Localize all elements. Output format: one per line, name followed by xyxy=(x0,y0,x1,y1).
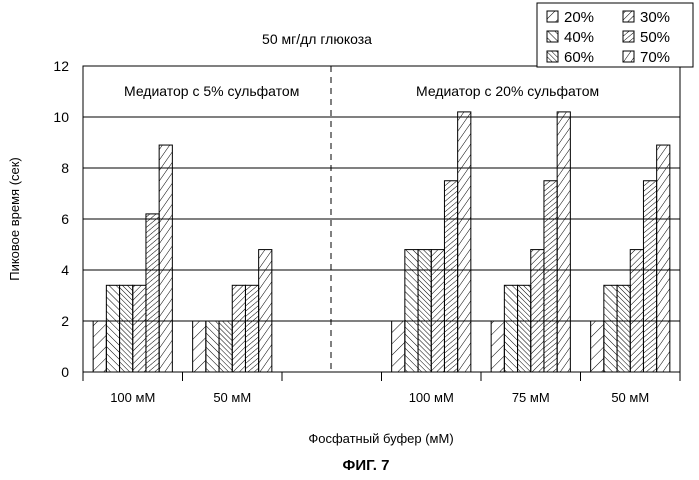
legend-label: 20% xyxy=(564,9,594,26)
legend-swatch xyxy=(622,10,635,23)
bar xyxy=(530,249,545,373)
bar xyxy=(490,320,505,373)
legend-swatch xyxy=(622,50,635,63)
category-label: 50 мМ xyxy=(213,390,251,405)
bar xyxy=(404,249,419,373)
category-label: 50 мМ xyxy=(611,390,649,405)
y-tick-label: 6 xyxy=(61,211,69,227)
bar xyxy=(205,320,220,373)
y-tick-label: 4 xyxy=(61,262,69,278)
legend-box xyxy=(536,2,694,68)
bar xyxy=(543,180,558,373)
legend-swatch xyxy=(546,10,559,23)
category-label: 75 мМ xyxy=(512,390,550,405)
legend-label: 60% xyxy=(564,49,594,66)
bar xyxy=(616,284,631,373)
bar xyxy=(457,111,472,373)
y-tick-label: 12 xyxy=(53,58,69,74)
bar xyxy=(105,284,121,373)
bar xyxy=(629,249,644,373)
bar xyxy=(417,249,432,373)
y-tick-label: 10 xyxy=(53,109,69,125)
annotation-left-bg xyxy=(120,80,330,102)
annotation-left: Медиатор с 5% сульфатом xyxy=(124,83,299,99)
bar xyxy=(603,284,618,373)
bar xyxy=(92,320,107,373)
y-tick-label: 8 xyxy=(61,160,69,176)
y-tick-label: 2 xyxy=(61,313,69,329)
bar xyxy=(218,320,233,373)
bar xyxy=(231,284,246,373)
legend-label: 50% xyxy=(640,29,670,46)
legend-label: 30% xyxy=(640,9,670,26)
bar xyxy=(391,320,406,373)
bar xyxy=(503,284,519,373)
bar xyxy=(517,284,532,373)
bar xyxy=(145,213,160,373)
annotation-right: Медиатор с 20% сульфатом xyxy=(416,83,599,99)
figure-label: ФИГ. 7 xyxy=(343,457,390,474)
bar xyxy=(590,320,605,373)
annotation-right-bg xyxy=(412,80,642,102)
bar xyxy=(119,284,134,373)
bar xyxy=(642,180,658,373)
x-axis-label: Фосфатный буфер (мМ) xyxy=(308,431,453,446)
category-label: 100 мМ xyxy=(409,390,454,405)
chart-title: 50 мг/дл глюкоза xyxy=(262,31,372,47)
bar xyxy=(258,249,273,373)
category-label: 100 мМ xyxy=(110,390,155,405)
legend-swatch xyxy=(546,30,559,43)
legend-label: 40% xyxy=(564,29,594,46)
bar xyxy=(430,249,445,373)
legend-swatch xyxy=(622,30,635,43)
bar xyxy=(244,284,260,373)
bar xyxy=(192,320,207,373)
grid xyxy=(83,116,680,322)
bars xyxy=(92,111,671,373)
bar xyxy=(556,111,571,373)
y-tick-labels: 0 2 4 6 8 10 12 xyxy=(53,58,69,380)
legend-swatch xyxy=(546,50,559,63)
bar xyxy=(656,144,671,373)
category-labels: 100 мМ 50 мМ 100 мМ 75 мМ 50 мМ xyxy=(82,372,681,405)
y-tick-label: 0 xyxy=(61,364,69,380)
y-axis-label: Пиковое время (сек) xyxy=(7,157,22,281)
bar xyxy=(158,144,173,373)
legend-label: 70% xyxy=(640,49,670,66)
bar xyxy=(443,180,459,373)
bar xyxy=(132,284,147,373)
legend: 20% 30% 40% 50% 60% 70% xyxy=(536,2,694,68)
